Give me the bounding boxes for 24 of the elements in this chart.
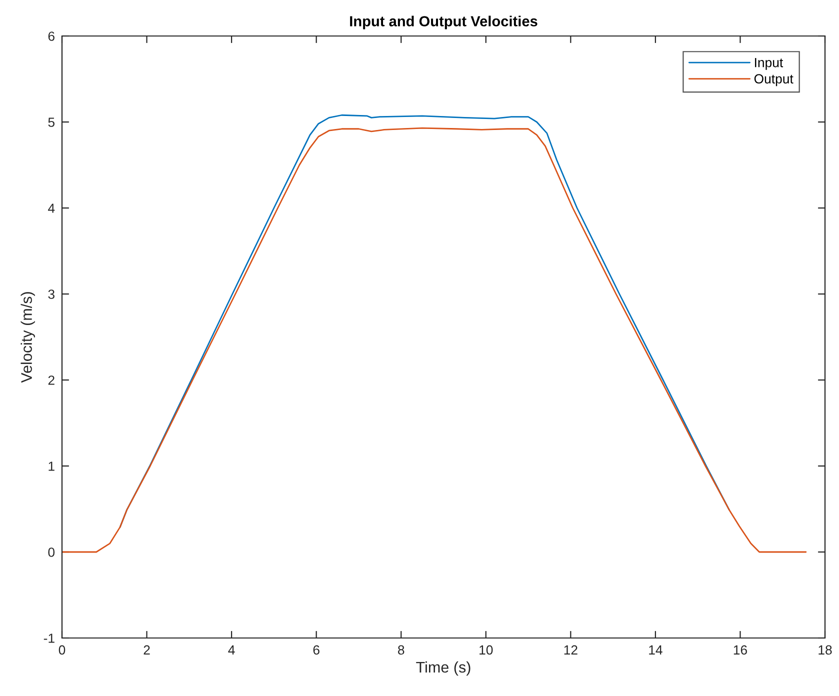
x-tick-label: 0 <box>58 645 66 655</box>
x-tick-label: 6 <box>313 645 320 655</box>
x-tick-label: 2 <box>144 645 150 655</box>
y-tick-label: 0 <box>48 548 55 557</box>
y-tick-label: 2 <box>48 376 54 385</box>
x-tick-label: 8 <box>398 645 404 655</box>
x-tick-label: 10 <box>480 645 493 655</box>
y-tick-label: 1 <box>48 462 54 471</box>
chart-title: Input and Output Velocities <box>350 16 538 30</box>
x-tick-label: 4 <box>228 645 235 655</box>
y-tick-label: 3 <box>48 290 54 299</box>
y-axis-title: Velocity (m/s) <box>20 292 35 383</box>
legend-label: Input <box>755 58 784 70</box>
y-tick-label: 6 <box>48 32 54 41</box>
y-tick-label: 5 <box>48 118 55 127</box>
y-tick-label: -1 <box>44 634 54 643</box>
x-axis-title: Time (s) <box>416 661 470 676</box>
x-tick-label: 14 <box>649 645 662 655</box>
x-tick-label: 12 <box>564 645 578 655</box>
y-tick-label: 4 <box>48 204 55 213</box>
legend-label: Output <box>754 74 794 86</box>
x-tick-label: 16 <box>734 645 747 655</box>
line-series <box>62 127 807 553</box>
x-tick-label: 18 <box>818 645 832 655</box>
